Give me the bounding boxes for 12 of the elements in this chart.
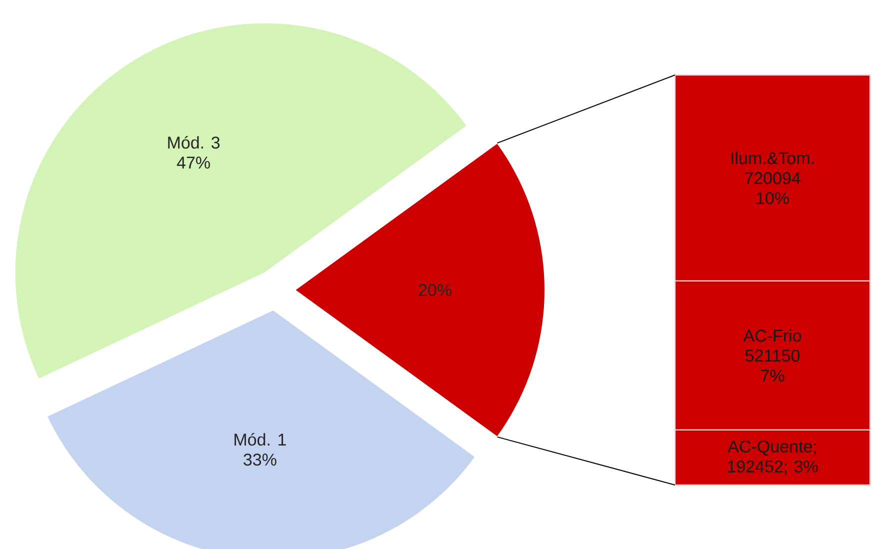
slice-label: Mód. 1 <box>234 432 286 446</box>
series-label: Ilum.&Tom. <box>732 152 814 164</box>
data-label: AC-Quente; 192452; 3% <box>728 440 818 475</box>
data-label: 33% <box>244 454 276 466</box>
data-label: 47% <box>176 156 210 169</box>
data-label: 521150 <box>745 350 800 362</box>
annotation: 7% <box>761 370 784 382</box>
data-label: 20% <box>418 284 452 296</box>
annotation: 10% <box>756 192 789 204</box>
series-label: AC-Frio <box>743 329 802 342</box>
slice-label: Mód. 3 <box>168 136 220 149</box>
data-label: 720094 <box>745 172 800 184</box>
